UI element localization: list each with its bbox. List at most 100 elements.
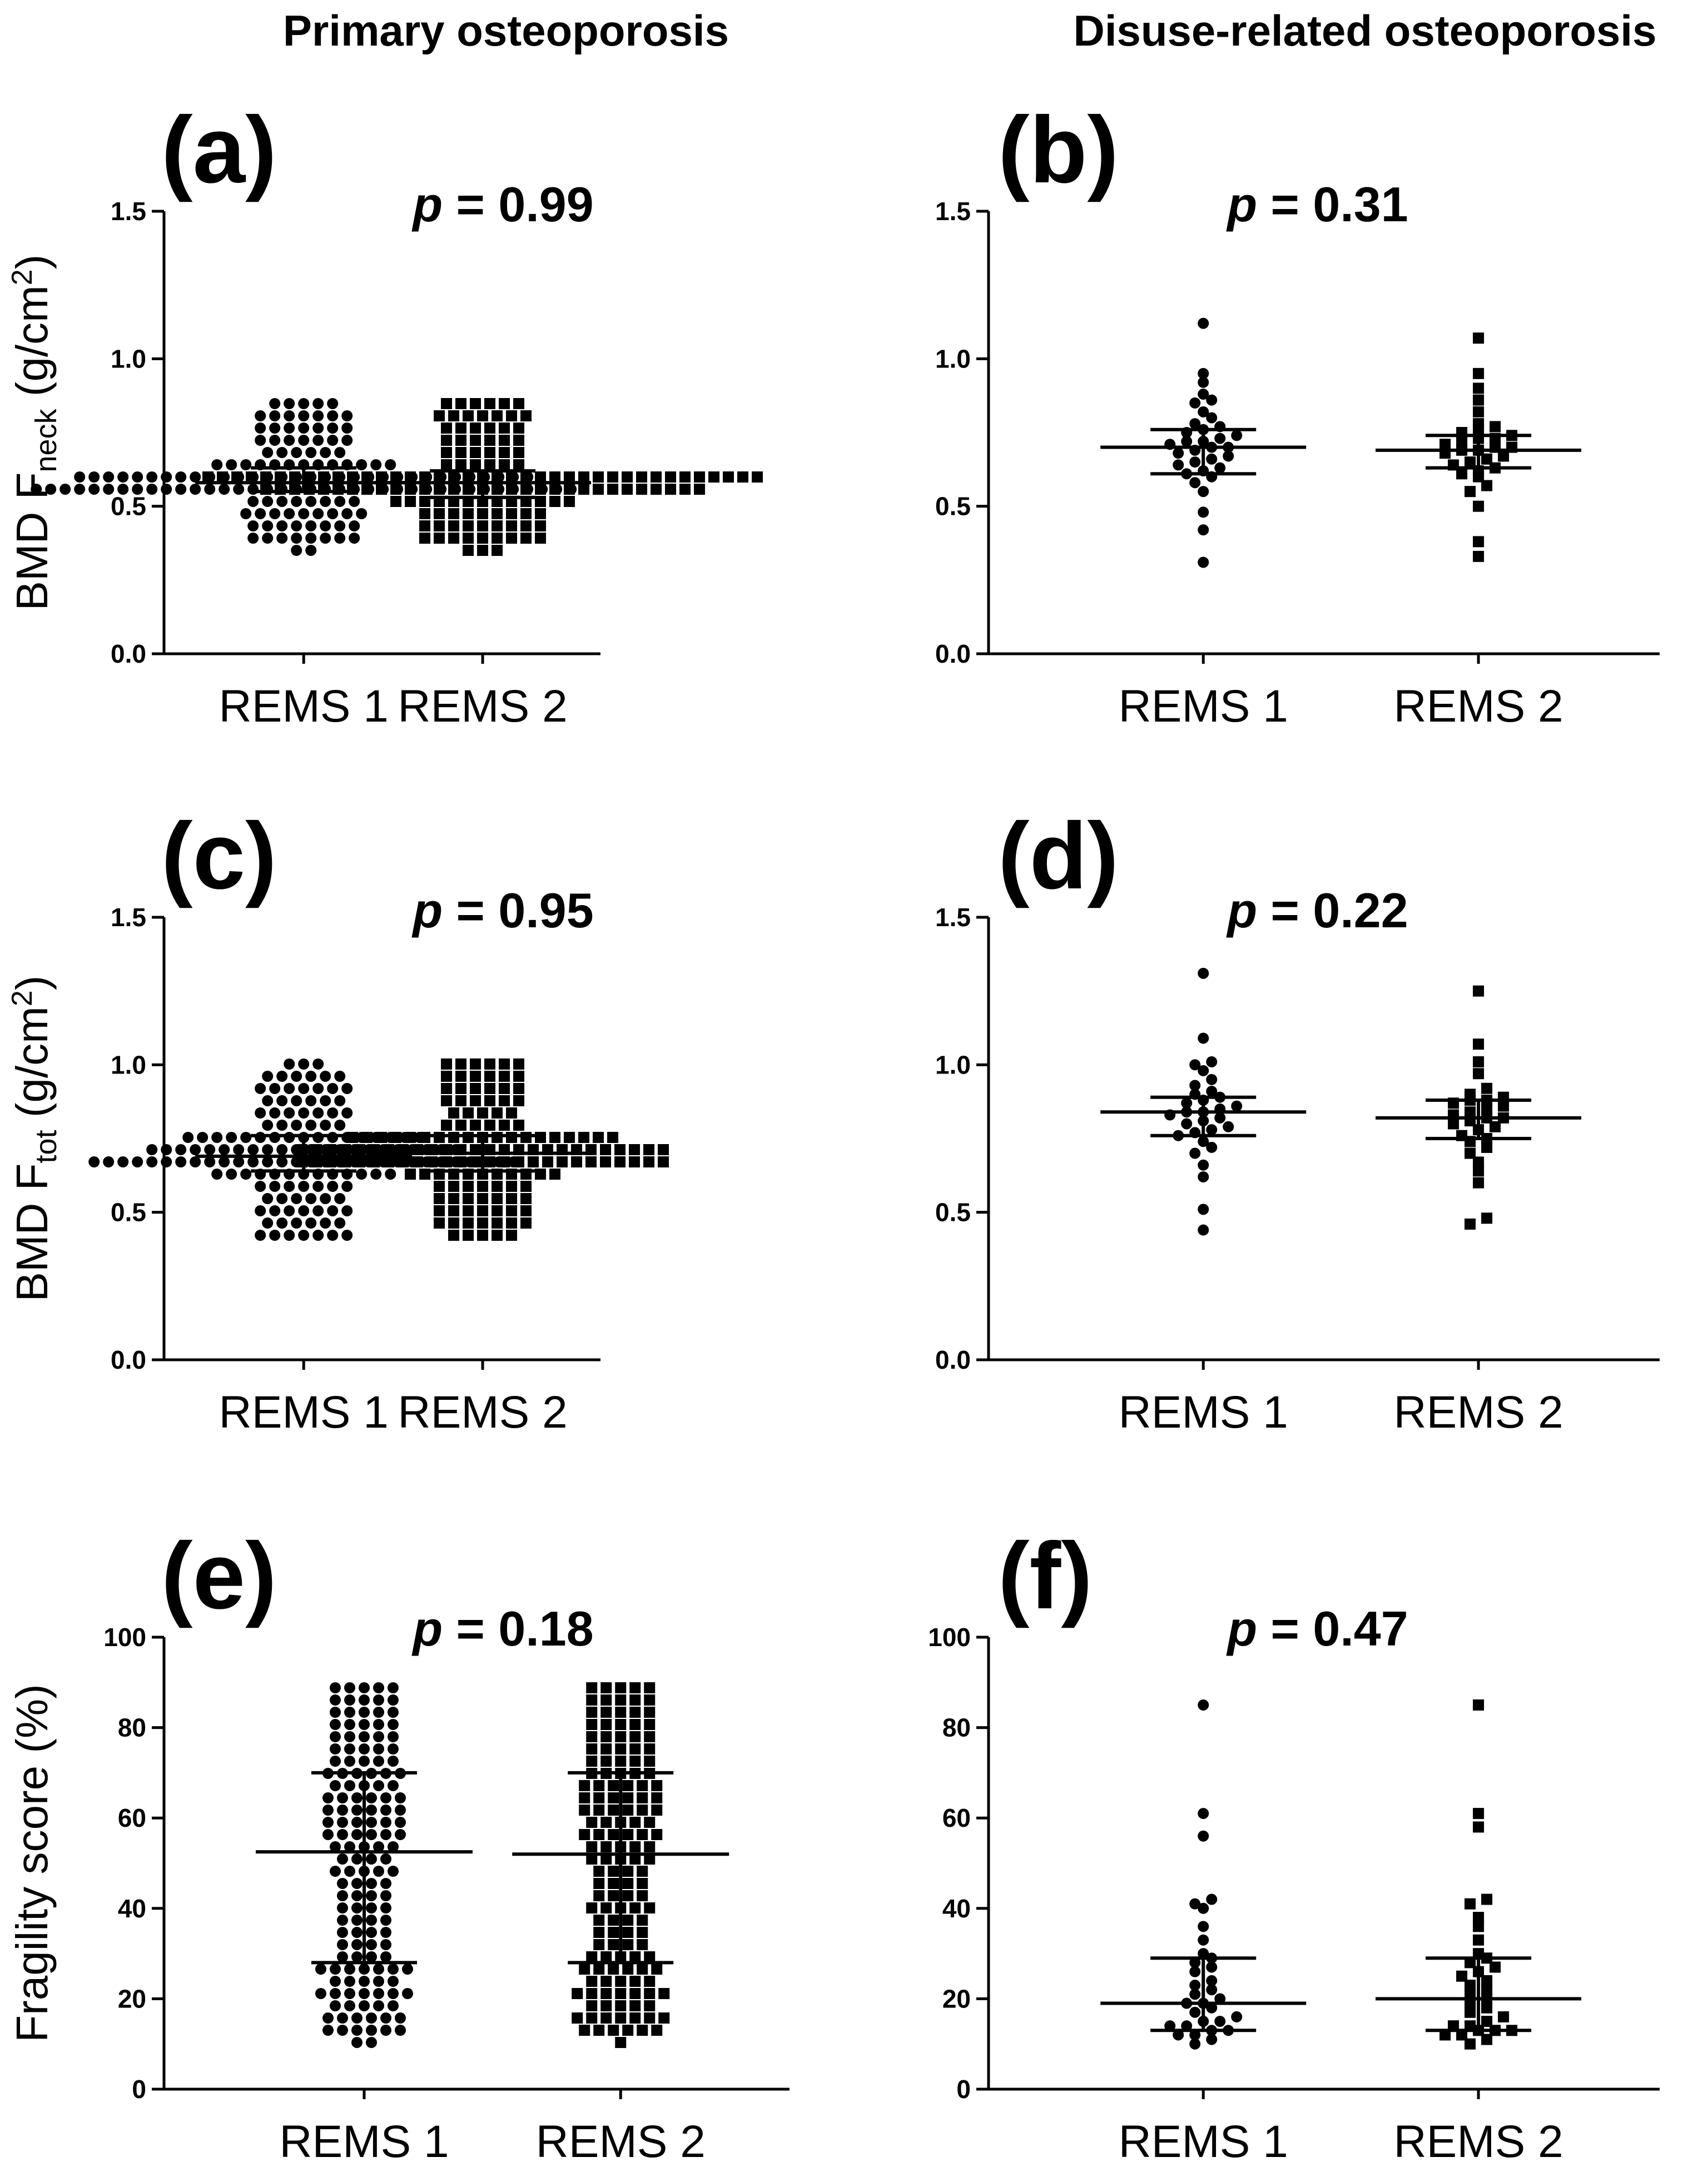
data-point [506,1230,518,1241]
data-point [600,1853,612,1865]
data-point [419,1132,431,1143]
data-point [373,1743,384,1755]
data-point [284,423,295,434]
data-point [484,1156,496,1167]
data-point [1181,2020,1193,2032]
data-point [351,1829,363,1840]
data-point [455,447,467,458]
data-point [643,1156,655,1167]
data-point [1198,506,1209,518]
data-point [600,1902,612,1913]
data-point [1481,1893,1493,1905]
data-point [1206,1086,1218,1097]
data-point [388,2000,399,2011]
data-point [370,459,382,470]
data-point [373,1756,384,1767]
data-point [412,1156,424,1167]
data-point [284,1058,295,1070]
data-point [513,459,525,470]
data-point [276,1217,288,1229]
data-point [557,1156,568,1167]
data-point [564,496,575,507]
category-label-d: REMS 2 [1393,1387,1563,1438]
data-point [1481,2002,1493,2014]
data-point [434,471,445,483]
data-point [477,410,489,421]
data-point [262,1095,274,1106]
category-label-e: REMS 2 [536,2116,706,2167]
data-point [434,1217,445,1229]
data-point [337,1927,348,1938]
data-point [1498,450,1510,462]
data-point [644,1682,656,1693]
data-point [637,1866,648,1877]
data-point [1198,524,1209,536]
data-point [233,1144,245,1155]
data-point [535,1169,547,1180]
data-point [255,508,266,519]
data-point [344,1707,355,1718]
data-point [629,1988,641,1999]
data-point [470,1156,481,1167]
data-point [644,1719,656,1730]
p-value-f: p = 0.47 [1226,1601,1408,1656]
y-tick-label-a: 1.0 [111,344,146,373]
data-point [103,484,115,495]
data-point [388,1976,399,1987]
data-point [1464,2006,1476,2018]
data-point [255,1107,266,1119]
data-point [615,2000,627,2011]
data-point [629,1731,641,1742]
data-point [366,1939,377,1950]
y-tick-label-b: 0.0 [935,639,971,668]
data-point [269,1205,281,1216]
data-point [247,1144,259,1155]
data-point [607,1132,619,1143]
data-point [344,1682,355,1693]
data-point [344,1976,355,1987]
data-point [549,484,561,495]
data-point [600,1682,612,1693]
data-point [366,1792,377,1803]
data-point [341,1230,353,1241]
data-point [132,471,143,483]
data-point [298,410,310,421]
data-point [1464,2038,1476,2050]
data-point [366,1890,377,1901]
data-point [366,2012,377,2024]
data-point [351,1951,363,1962]
data-point [593,1780,605,1791]
data-point [441,1071,453,1082]
data-point [291,1071,302,1082]
data-point [608,1866,619,1877]
panel-label-d: (d) [998,803,1119,909]
data-point [269,423,281,434]
data-point [1464,1957,1476,1969]
data-point [484,1071,496,1082]
data-point [535,471,547,483]
data-point [600,1144,612,1155]
data-point [419,533,431,544]
data-point [470,423,481,434]
data-point [1464,1106,1476,1118]
data-point [305,1120,317,1131]
data-point [289,484,301,495]
data-point [629,1144,640,1155]
data-point [1189,477,1201,489]
data-point [240,1132,252,1143]
data-point [337,1792,348,1803]
data-point [614,1144,626,1155]
data-point [520,410,532,421]
data-point [1473,1068,1484,1080]
data-point [373,1780,384,1791]
data-point [373,1731,384,1742]
data-point [366,1817,377,1828]
panel-label-c: (c) [161,803,277,909]
data-point [240,508,252,519]
data-point [586,1756,598,1767]
data-point [448,520,460,531]
data-point [506,410,518,421]
data-point [344,1780,355,1791]
data-point [298,508,310,519]
